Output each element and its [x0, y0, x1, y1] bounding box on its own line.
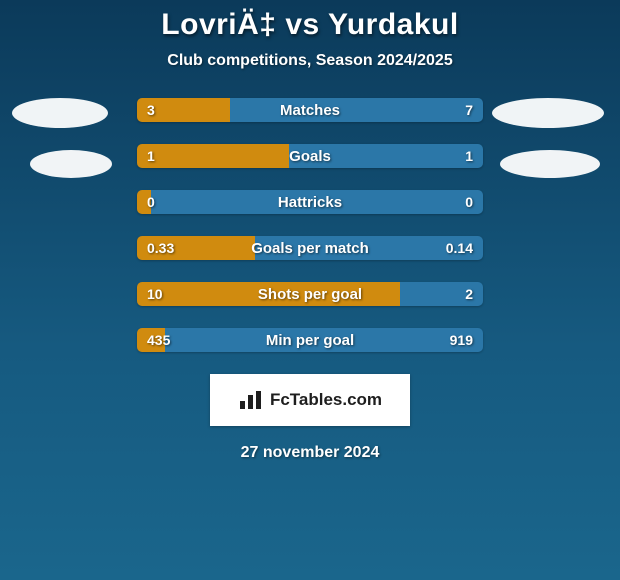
stat-value-right: 919: [450, 328, 473, 352]
stat-seg-right: [165, 328, 483, 352]
stat-row: 00Hattricks: [137, 190, 483, 214]
stat-row: 435919Min per goal: [137, 328, 483, 352]
stat-value-left: 435: [147, 328, 170, 352]
stat-value-right: 0: [465, 190, 473, 214]
stat-seg-right: [289, 144, 483, 168]
marker-left_bot: [30, 150, 112, 178]
page-title: LovriÄ‡ vs Yurdakul: [0, 8, 620, 42]
page-subtitle: Club competitions, Season 2024/2025: [0, 52, 620, 70]
marker-right_bot: [500, 150, 600, 178]
stat-seg-left: [137, 282, 400, 306]
marker-left_top: [12, 98, 108, 128]
stat-seg-right: [230, 98, 483, 122]
barchart-icon: [238, 389, 264, 411]
watermark-badge: FcTables.com: [210, 374, 410, 426]
stat-value-right: 0.14: [446, 236, 473, 260]
stat-seg-right: [151, 190, 483, 214]
stat-value-left: 0.33: [147, 236, 174, 260]
stat-value-left: 1: [147, 144, 155, 168]
stat-row: 37Matches: [137, 98, 483, 122]
stat-value-left: 10: [147, 282, 163, 306]
date-label: 27 november 2024: [0, 444, 620, 462]
content-area: 37Matches11Goals00Hattricks0.330.14Goals…: [0, 98, 620, 352]
watermark-text: FcTables.com: [270, 390, 382, 410]
stat-value-right: 1: [465, 144, 473, 168]
stat-value-right: 2: [465, 282, 473, 306]
stat-seg-left: [137, 144, 289, 168]
stat-value-left: 0: [147, 190, 155, 214]
marker-right_top: [492, 98, 604, 128]
stat-row: 102Shots per goal: [137, 282, 483, 306]
stat-value-right: 7: [465, 98, 473, 122]
comparison-card: LovriÄ‡ vs Yurdakul Club competitions, S…: [0, 0, 620, 580]
stat-row: 11Goals: [137, 144, 483, 168]
stat-row: 0.330.14Goals per match: [137, 236, 483, 260]
stat-value-left: 3: [147, 98, 155, 122]
stat-bars: 37Matches11Goals00Hattricks0.330.14Goals…: [137, 98, 483, 352]
